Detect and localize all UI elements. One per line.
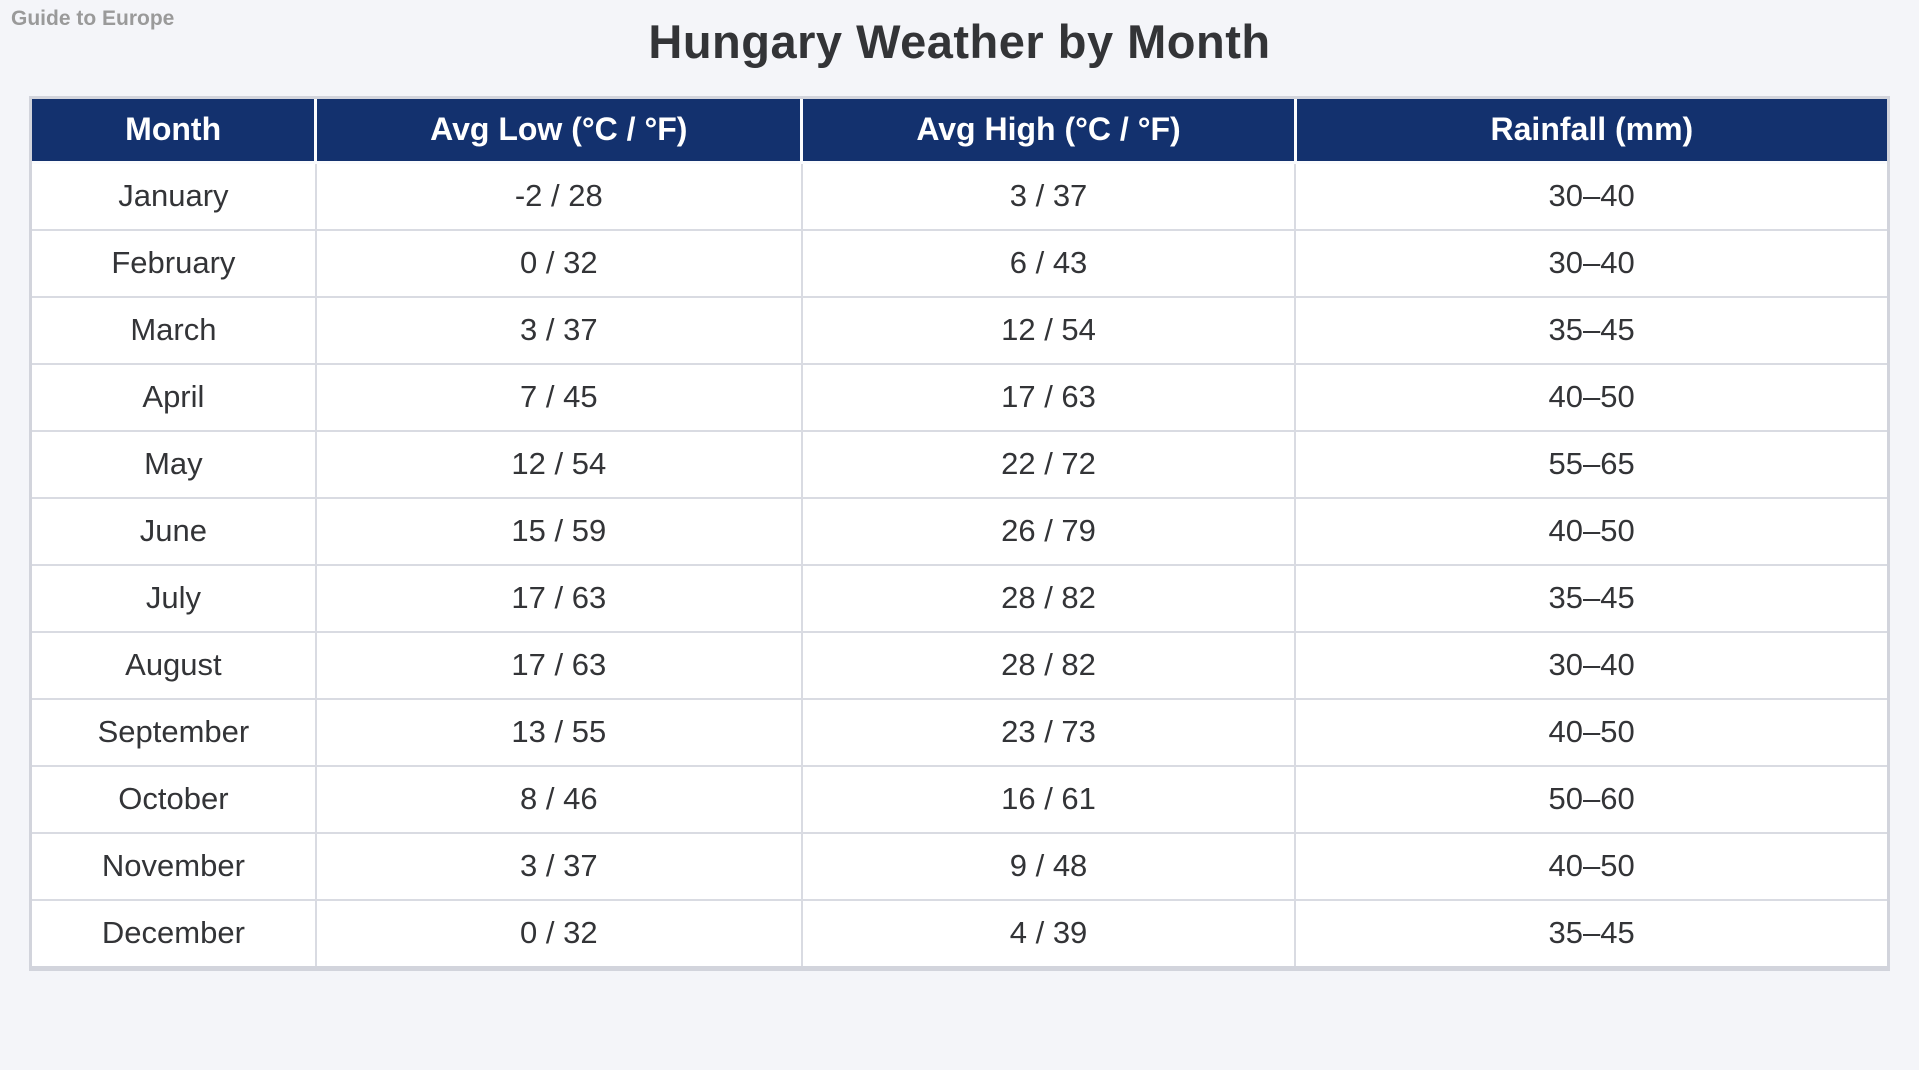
cell-month: January — [32, 161, 317, 231]
table-row-february: February 0 / 32 6 / 43 30–40 — [32, 229, 1887, 298]
cell-avg-high: 12 / 54 — [800, 296, 1297, 365]
table-row-november: November 3 / 37 9 / 48 40–50 — [32, 832, 1887, 901]
table-row-july: July 17 / 63 28 / 82 35–45 — [32, 564, 1887, 633]
cell-avg-low: 8 / 46 — [314, 765, 803, 834]
cell-avg-low: -2 / 28 — [314, 161, 803, 231]
table-row-april: April 7 / 45 17 / 63 40–50 — [32, 363, 1887, 432]
cell-avg-low: 3 / 37 — [314, 296, 803, 365]
cell-rainfall: 30–40 — [1294, 631, 1887, 700]
column-header-rainfall: Rainfall (mm) — [1293, 99, 1887, 164]
page-title: Hungary Weather by Month — [648, 15, 1271, 68]
cell-rainfall: 55–65 — [1294, 430, 1887, 499]
cell-avg-low: 7 / 45 — [314, 363, 803, 432]
cell-avg-high: 28 / 82 — [800, 631, 1297, 700]
column-header-avg-low: Avg Low (°C / °F) — [314, 99, 802, 164]
cell-avg-high: 17 / 63 — [800, 363, 1297, 432]
cell-avg-high: 22 / 72 — [800, 430, 1297, 499]
cell-rainfall: 40–50 — [1294, 832, 1887, 901]
cell-avg-high: 23 / 73 — [800, 698, 1297, 767]
cell-month: July — [32, 564, 317, 633]
cell-month: December — [32, 899, 317, 966]
cell-avg-high: 28 / 82 — [800, 564, 1297, 633]
cell-avg-high: 4 / 39 — [800, 899, 1297, 966]
column-header-month: Month — [32, 99, 316, 164]
cell-avg-high: 9 / 48 — [800, 832, 1297, 901]
cell-month: March — [32, 296, 317, 365]
table-row-may: May 12 / 54 22 / 72 55–65 — [32, 430, 1887, 499]
cell-avg-high: 6 / 43 — [800, 229, 1297, 298]
cell-avg-low: 0 / 32 — [314, 229, 803, 298]
weather-table-container: Month Avg Low (°C / °F) Avg High (°C / °… — [29, 96, 1890, 971]
weather-table: Month Avg Low (°C / °F) Avg High (°C / °… — [32, 99, 1887, 966]
column-header-avg-high: Avg High (°C / °F) — [800, 99, 1296, 164]
cell-rainfall: 35–45 — [1294, 296, 1887, 365]
table-row-march: March 3 / 37 12 / 54 35–45 — [32, 296, 1887, 365]
cell-month: August — [32, 631, 317, 700]
cell-rainfall: 40–50 — [1294, 363, 1887, 432]
cell-month: November — [32, 832, 317, 901]
cell-rainfall: 35–45 — [1294, 564, 1887, 633]
table-row-august: August 17 / 63 28 / 82 30–40 — [32, 631, 1887, 700]
cell-avg-high: 26 / 79 — [800, 497, 1297, 566]
header-row: Month Avg Low (°C / °F) Avg High (°C / °… — [32, 99, 1887, 164]
cell-avg-low: 15 / 59 — [314, 497, 803, 566]
table-row-october: October 8 / 46 16 / 61 50–60 — [32, 765, 1887, 834]
cell-avg-low: 12 / 54 — [314, 430, 803, 499]
cell-rainfall: 35–45 — [1294, 899, 1887, 966]
cell-rainfall: 40–50 — [1294, 497, 1887, 566]
brand-watermark: Guide to Europe — [11, 7, 175, 30]
cell-month: April — [32, 363, 317, 432]
table-row-september: September 13 / 55 23 / 73 40–50 — [32, 698, 1887, 767]
cell-rainfall: 40–50 — [1294, 698, 1887, 767]
cell-avg-low: 17 / 63 — [314, 631, 803, 700]
cell-rainfall: 30–40 — [1294, 161, 1887, 231]
table-row-december: December 0 / 32 4 / 39 35–45 — [32, 899, 1887, 966]
cell-month: September — [32, 698, 317, 767]
cell-avg-low: 3 / 37 — [314, 832, 803, 901]
cell-rainfall: 30–40 — [1294, 229, 1887, 298]
cell-month: October — [32, 765, 317, 834]
cell-avg-low: 13 / 55 — [314, 698, 803, 767]
cell-month: June — [32, 497, 317, 566]
cell-avg-low: 0 / 32 — [314, 899, 803, 966]
table-row-january: January -2 / 28 3 / 37 30–40 — [32, 161, 1887, 231]
cell-avg-high: 3 / 37 — [800, 161, 1297, 231]
cell-avg-high: 16 / 61 — [800, 765, 1297, 834]
cell-month: February — [32, 229, 317, 298]
cell-month: May — [32, 430, 317, 499]
cell-rainfall: 50–60 — [1294, 765, 1887, 834]
table-row-june: June 15 / 59 26 / 79 40–50 — [32, 497, 1887, 566]
cell-avg-low: 17 / 63 — [314, 564, 803, 633]
